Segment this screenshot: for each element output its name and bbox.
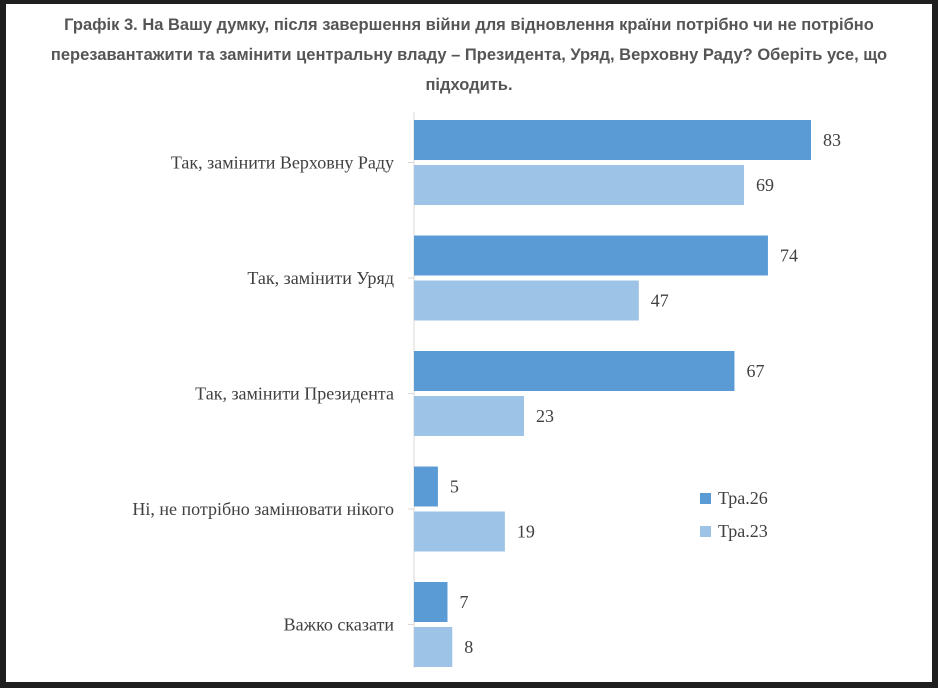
bar-series-1 (414, 351, 735, 391)
bar-series-2 (414, 280, 639, 321)
bar-series-1 (414, 235, 768, 276)
data-label: 47 (651, 291, 669, 311)
chart-frame: Графік 3. На Вашу думку, після завершенн… (6, 4, 932, 682)
legend-swatch-series-1 (700, 493, 711, 504)
legend-swatch-series-2 (700, 526, 711, 537)
category-label: Так, замінити Верховну Раду (171, 153, 394, 173)
category-label: Ні, не потрібно замінювати нікого (132, 499, 394, 519)
category-label: Так, замінити Уряд (247, 268, 394, 288)
data-label: 67 (746, 361, 764, 381)
bar-series-1 (414, 120, 811, 160)
legend-label: Тра.26 (718, 488, 768, 508)
category-label: Важко сказати (284, 615, 395, 635)
data-label: 83 (823, 130, 841, 150)
data-label: 5 (450, 477, 459, 497)
bar-series-2 (414, 511, 505, 552)
bar-series-2 (414, 165, 745, 205)
data-label: 8 (464, 637, 473, 657)
data-label: 19 (517, 522, 535, 542)
bar-series-1 (414, 582, 448, 622)
bar-series-1 (414, 466, 438, 507)
bar-series-2 (414, 627, 453, 667)
chart-title: Графік 3. На Вашу думку, після завершенн… (50, 16, 888, 94)
legend-label: Тра.23 (718, 521, 768, 541)
category-label: Так, замінити Президента (195, 384, 394, 404)
bar-series-2 (414, 396, 525, 436)
data-label: 74 (780, 246, 798, 266)
data-label: 69 (756, 175, 774, 195)
data-label: 7 (459, 592, 468, 612)
data-label: 23 (536, 406, 554, 426)
